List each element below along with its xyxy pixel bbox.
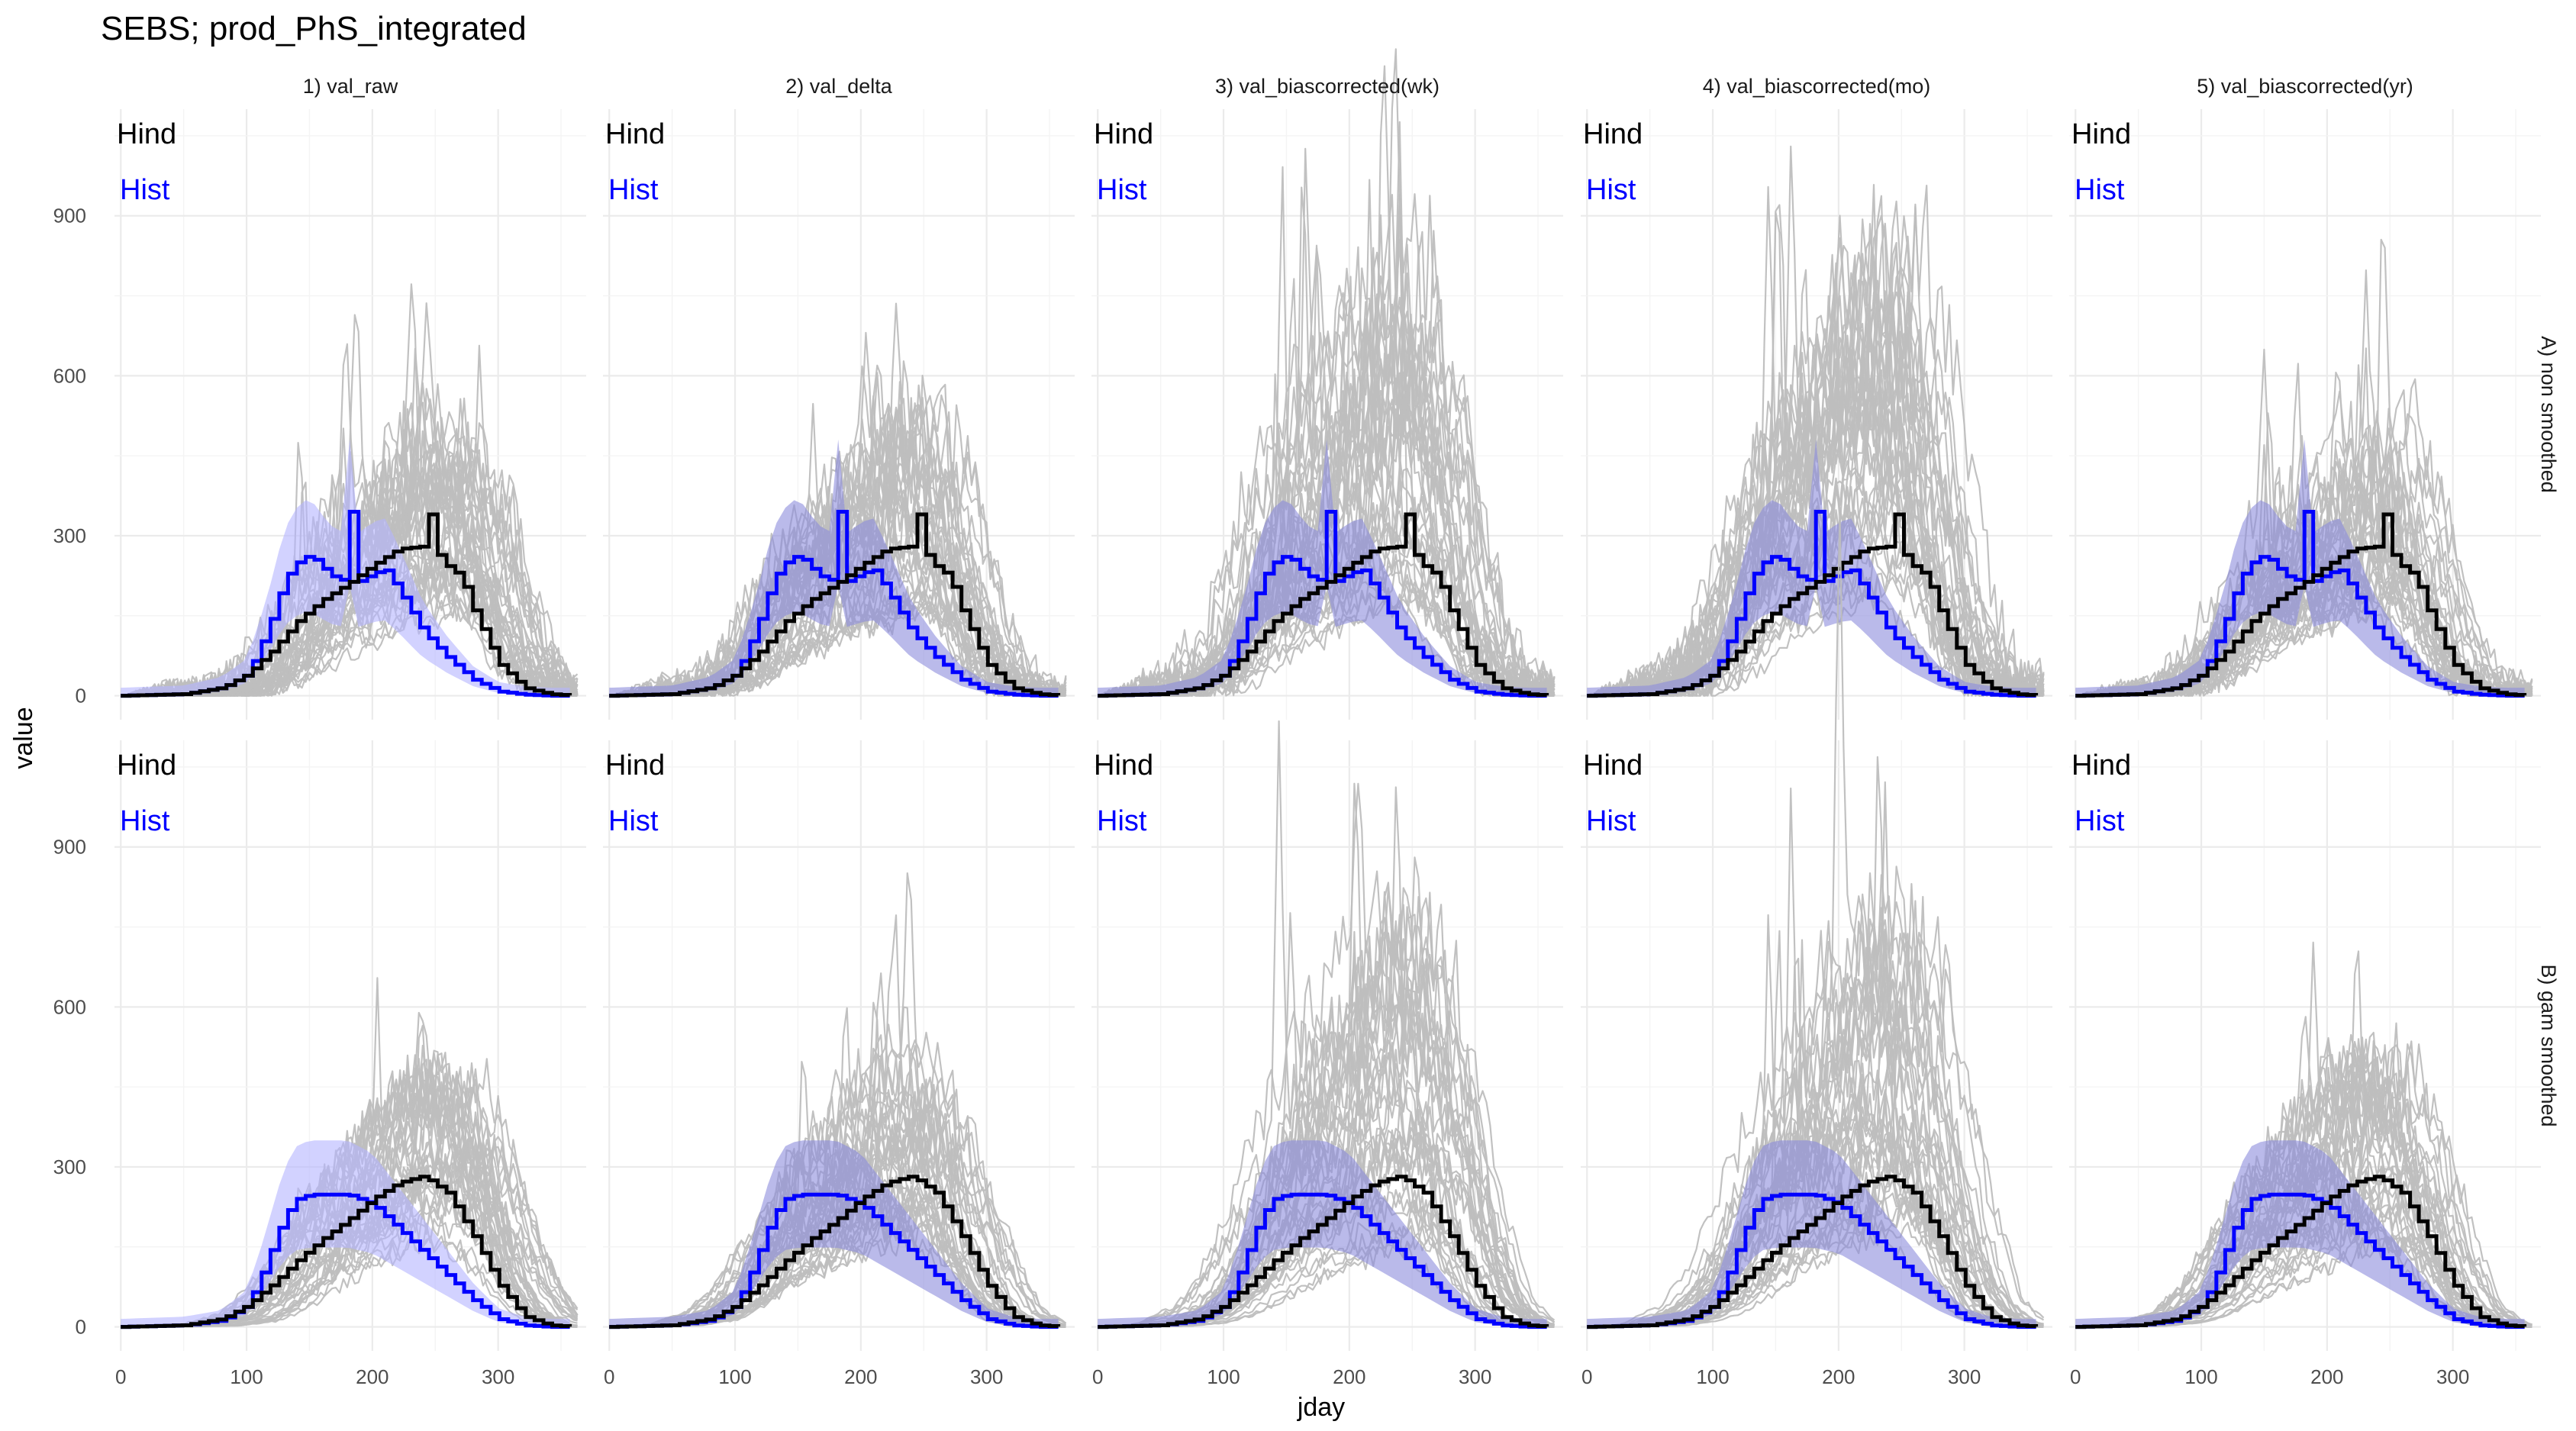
hind-line — [609, 512, 1061, 698]
hind-line — [1587, 1175, 2039, 1329]
facet-panel: Hind Hist — [114, 109, 586, 720]
hist-ribbon — [2075, 439, 2525, 696]
hind-line — [2075, 1175, 2527, 1329]
x-tick-label: 100 — [718, 1365, 751, 1388]
hind-label: Hind — [1583, 118, 1643, 150]
hist-label: Hist — [1586, 174, 1636, 206]
hist-label: Hist — [608, 805, 659, 837]
x-tick-label: 100 — [230, 1365, 263, 1388]
hind-label: Hind — [605, 749, 665, 782]
y-tick-label: 300 — [53, 1155, 86, 1178]
projection-line — [1587, 907, 2044, 1328]
x-tick-label: 0 — [604, 1365, 614, 1388]
facet-panel: Hind Hist — [114, 740, 586, 1351]
facet-panel: Hind Hist — [2069, 109, 2541, 720]
facet-row-strip: A) non smoothed — [2537, 336, 2560, 493]
hist-ribbon — [609, 1140, 1059, 1327]
y-tick-label: 0 — [76, 1316, 86, 1339]
axes: 0 300 600 900 0 100 200 300 0 100 200 300 0 100 200 300… — [53, 205, 2470, 1388]
hind-line — [1587, 512, 2039, 698]
hist-label: Hist — [608, 174, 659, 206]
hind-line — [609, 1175, 1061, 1329]
y-tick-label: 600 — [53, 995, 86, 1018]
x-tick-label: 300 — [482, 1365, 514, 1388]
facet-panel: Hind Hist — [603, 740, 1075, 1351]
facet-row-strip: B) gam smoothed — [2537, 964, 2560, 1126]
hist-label: Hist — [2075, 805, 2125, 837]
facet-strips: A) non smoothed B) gam smoothed 1) val_raw… — [303, 75, 2560, 1127]
hind-label: Hind — [1583, 749, 1643, 782]
facet-column-strip: 1) val_raw — [303, 75, 398, 98]
facet-panels: Hind Hist Hind Hist Hind Hist Hind Hist Hind Hist… — [114, 48, 2541, 1351]
facet-panel: Hind Hist — [1091, 48, 1563, 720]
chart-title: SEBS; prod_PhS_integrated — [101, 10, 527, 47]
projection-line — [608, 461, 1066, 697]
hist-ribbon — [609, 439, 1059, 696]
hind-line — [121, 1175, 572, 1329]
x-tick-label: 300 — [1459, 1365, 1491, 1388]
facet-panel: Hind Hist — [1581, 109, 2052, 720]
x-tick-label: 200 — [1822, 1365, 1855, 1388]
y-tick-label: 900 — [53, 836, 86, 859]
facet-column-strip: 5) val_biascorrected(yr) — [2197, 75, 2413, 98]
x-tick-label: 200 — [356, 1365, 388, 1388]
projection-line — [121, 524, 579, 697]
facet-panel: Hind Hist — [2069, 740, 2541, 1351]
x-tick-label: 0 — [1092, 1365, 1103, 1388]
hind-label: Hind — [1094, 749, 1153, 782]
x-tick-label: 0 — [1581, 1365, 1592, 1388]
projection-line — [1098, 186, 1556, 697]
hist-label: Hist — [1586, 805, 1636, 837]
hist-ribbon — [121, 439, 570, 696]
hist-ribbon — [1587, 1140, 2036, 1327]
hist-ribbon — [121, 1140, 570, 1327]
y-tick-label: 600 — [53, 364, 86, 387]
hind-label: Hind — [1094, 118, 1153, 150]
x-tick-label: 0 — [2070, 1365, 2081, 1388]
y-tick-label: 0 — [76, 685, 86, 707]
hind-line — [1098, 1175, 1549, 1329]
hind-label: Hind — [117, 118, 176, 150]
hind-line — [121, 512, 572, 698]
hist-label: Hist — [2075, 174, 2125, 206]
facet-column-strip: 3) val_biascorrected(wk) — [1215, 75, 1440, 98]
hind-label: Hind — [2071, 749, 2131, 782]
facet-panel: Hind Hist — [603, 109, 1075, 720]
hind-line — [2075, 512, 2527, 698]
y-axis-label: value — [9, 707, 38, 769]
facet-column-strip: 4) val_biascorrected(mo) — [1703, 75, 1931, 98]
hind-label: Hind — [2071, 118, 2131, 150]
hist-label: Hist — [120, 805, 170, 837]
x-axis-label: jday — [1297, 1393, 1345, 1422]
hist-ribbon — [2075, 1140, 2525, 1327]
projection-line — [1587, 145, 2045, 697]
facet-column-strip: 2) val_delta — [785, 75, 893, 98]
hist-ribbon — [1587, 439, 2036, 696]
x-tick-label: 300 — [1948, 1365, 1981, 1388]
x-tick-label: 300 — [2436, 1365, 2469, 1388]
hist-ribbon — [1098, 439, 1547, 696]
x-tick-label: 0 — [115, 1365, 126, 1388]
facet-panel: Hind Hist — [1581, 511, 2052, 1351]
hist-ribbon — [1098, 1140, 1547, 1327]
projection-line — [609, 914, 1066, 1328]
x-tick-label: 200 — [1333, 1365, 1365, 1388]
y-tick-label: 900 — [53, 205, 86, 227]
x-tick-label: 200 — [2310, 1365, 2343, 1388]
x-tick-label: 100 — [2184, 1365, 2217, 1388]
hist-label: Hist — [120, 174, 170, 206]
x-tick-label: 100 — [1207, 1365, 1240, 1388]
x-tick-label: 300 — [970, 1365, 1003, 1388]
facet-panel: Hind Hist — [1091, 720, 1563, 1351]
hist-label: Hist — [1097, 174, 1147, 206]
y-tick-label: 300 — [53, 524, 86, 547]
hind-label: Hind — [117, 749, 176, 782]
hind-label: Hind — [605, 118, 665, 150]
x-tick-label: 200 — [844, 1365, 877, 1388]
hind-line — [1098, 512, 1549, 698]
hist-label: Hist — [1097, 805, 1147, 837]
x-tick-label: 100 — [1696, 1365, 1729, 1388]
